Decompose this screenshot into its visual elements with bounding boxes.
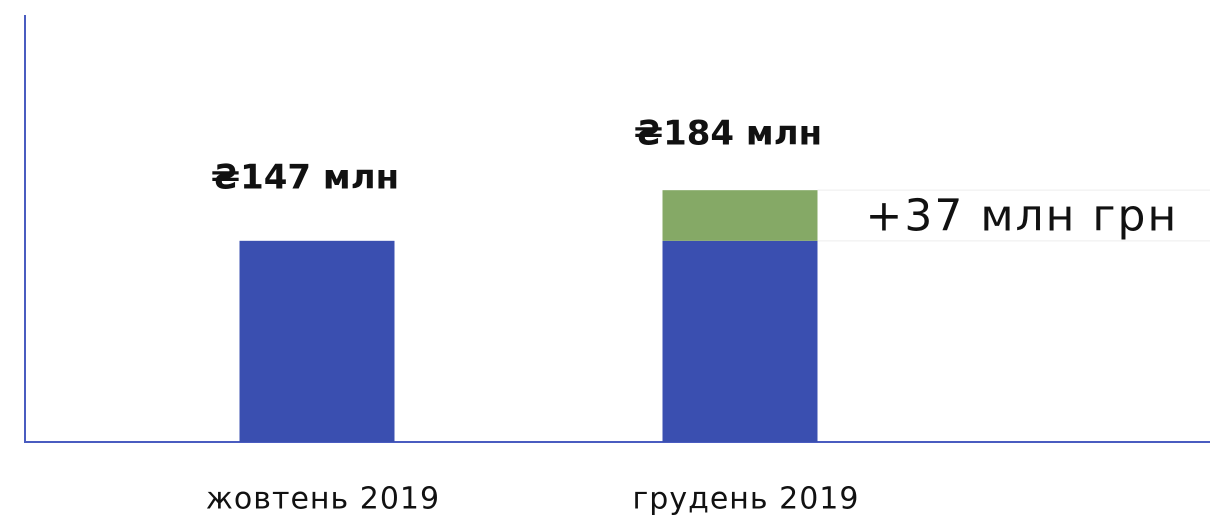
bar-segment xyxy=(239,240,395,442)
bar-segment xyxy=(662,240,818,442)
increase-label: +37 млн грн xyxy=(866,190,1179,241)
value-label: ₴147 млн xyxy=(211,157,399,197)
x-tick-label: жовтень 2019 xyxy=(206,482,440,517)
total-label: ₴184 млн xyxy=(634,114,822,154)
bar-segment xyxy=(662,190,818,241)
x-tick-label: грудень 2019 xyxy=(633,482,860,517)
